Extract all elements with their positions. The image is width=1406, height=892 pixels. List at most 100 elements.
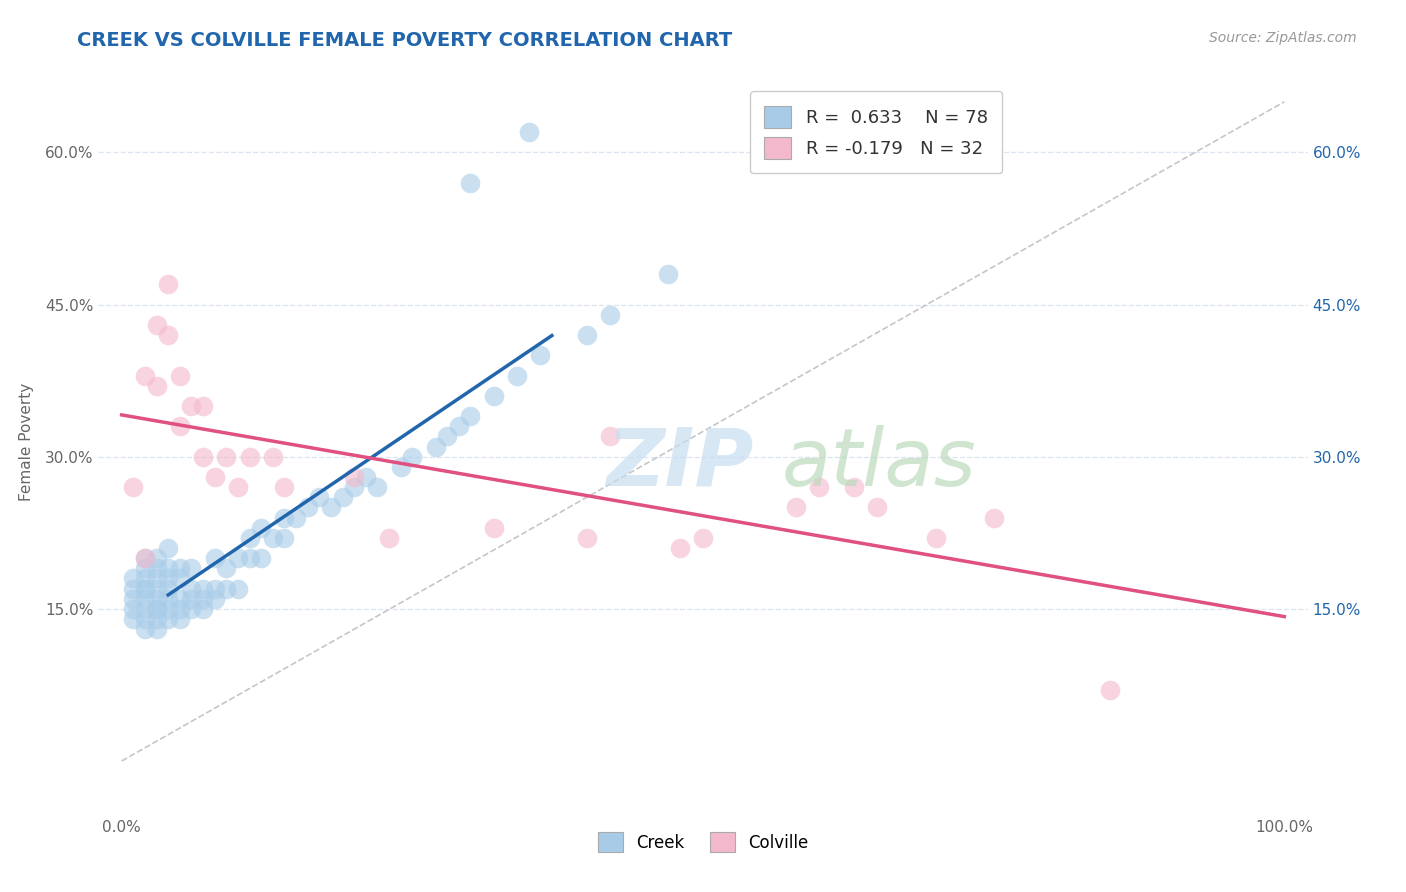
Point [134, 591, 156, 606]
Point [273, 510, 295, 524]
Legend: R =  0.633    N = 78, R = -0.179   N = 32: R = 0.633 N = 78, R = -0.179 N = 32 [749, 92, 1002, 173]
Point [239, 531, 262, 545]
Point [343, 480, 366, 494]
Point [844, 480, 866, 494]
Point [122, 591, 145, 606]
Point [204, 551, 226, 566]
Point [482, 389, 505, 403]
Point [378, 531, 401, 545]
Point [134, 602, 156, 616]
Point [366, 480, 388, 494]
Point [668, 541, 690, 555]
Point [169, 561, 191, 575]
Point [191, 591, 214, 606]
Point [157, 541, 180, 555]
Point [215, 561, 238, 575]
Point [122, 602, 145, 616]
Point [122, 480, 145, 494]
Point [401, 450, 423, 464]
Point [460, 409, 482, 424]
Point [169, 419, 191, 434]
Point [122, 612, 145, 626]
Point [482, 521, 505, 535]
Point [134, 571, 156, 585]
Point [145, 551, 167, 566]
Point [226, 551, 249, 566]
Point [145, 591, 167, 606]
Point [575, 328, 598, 343]
Point [332, 491, 354, 505]
Point [134, 612, 156, 626]
Point [145, 612, 167, 626]
Point [460, 176, 482, 190]
Point [169, 368, 191, 383]
Point [191, 399, 214, 413]
Point [134, 561, 156, 575]
Point [122, 582, 145, 596]
Point [134, 551, 156, 566]
Point [157, 277, 180, 292]
Point [157, 571, 180, 585]
Point [157, 591, 180, 606]
Point [215, 582, 238, 596]
Point [191, 582, 214, 596]
Point [134, 551, 156, 566]
Point [447, 419, 470, 434]
Point [204, 470, 226, 484]
Point [983, 510, 1005, 524]
Point [180, 602, 202, 616]
Point [924, 531, 946, 545]
Point [180, 399, 202, 413]
Point [204, 591, 226, 606]
Point [226, 582, 249, 596]
Y-axis label: Female Poverty: Female Poverty [18, 383, 34, 500]
Point [273, 480, 295, 494]
Point [157, 328, 180, 343]
Point [169, 612, 191, 626]
Point [273, 531, 295, 545]
Point [180, 561, 202, 575]
Point [308, 491, 330, 505]
Point [657, 267, 679, 281]
Point [425, 440, 447, 454]
Point [134, 368, 156, 383]
Point [599, 429, 621, 443]
Point [215, 450, 238, 464]
Point [145, 378, 167, 392]
Point [145, 571, 167, 585]
Point [297, 500, 319, 515]
Point [343, 470, 366, 484]
Point [529, 348, 551, 362]
Point [1098, 683, 1121, 698]
Point [389, 459, 412, 474]
Point [250, 521, 273, 535]
Point [145, 622, 167, 636]
Point [169, 591, 191, 606]
Text: ZIP: ZIP [606, 425, 754, 503]
Point [575, 531, 598, 545]
Point [157, 602, 180, 616]
Point [134, 582, 156, 596]
Point [250, 551, 273, 566]
Point [262, 531, 284, 545]
Point [319, 500, 342, 515]
Point [239, 551, 262, 566]
Point [145, 582, 167, 596]
Point [354, 470, 377, 484]
Point [517, 125, 540, 139]
Point [157, 612, 180, 626]
Point [436, 429, 458, 443]
Text: atlas: atlas [782, 425, 976, 503]
Point [180, 582, 202, 596]
Point [122, 571, 145, 585]
Text: Source: ZipAtlas.com: Source: ZipAtlas.com [1209, 31, 1357, 45]
Point [226, 480, 249, 494]
Point [285, 510, 308, 524]
Point [506, 368, 529, 383]
Text: CREEK VS COLVILLE FEMALE POVERTY CORRELATION CHART: CREEK VS COLVILLE FEMALE POVERTY CORRELA… [77, 31, 733, 50]
Point [145, 318, 167, 332]
Point [134, 582, 156, 596]
Point [191, 602, 214, 616]
Point [808, 480, 831, 494]
Point [262, 450, 284, 464]
